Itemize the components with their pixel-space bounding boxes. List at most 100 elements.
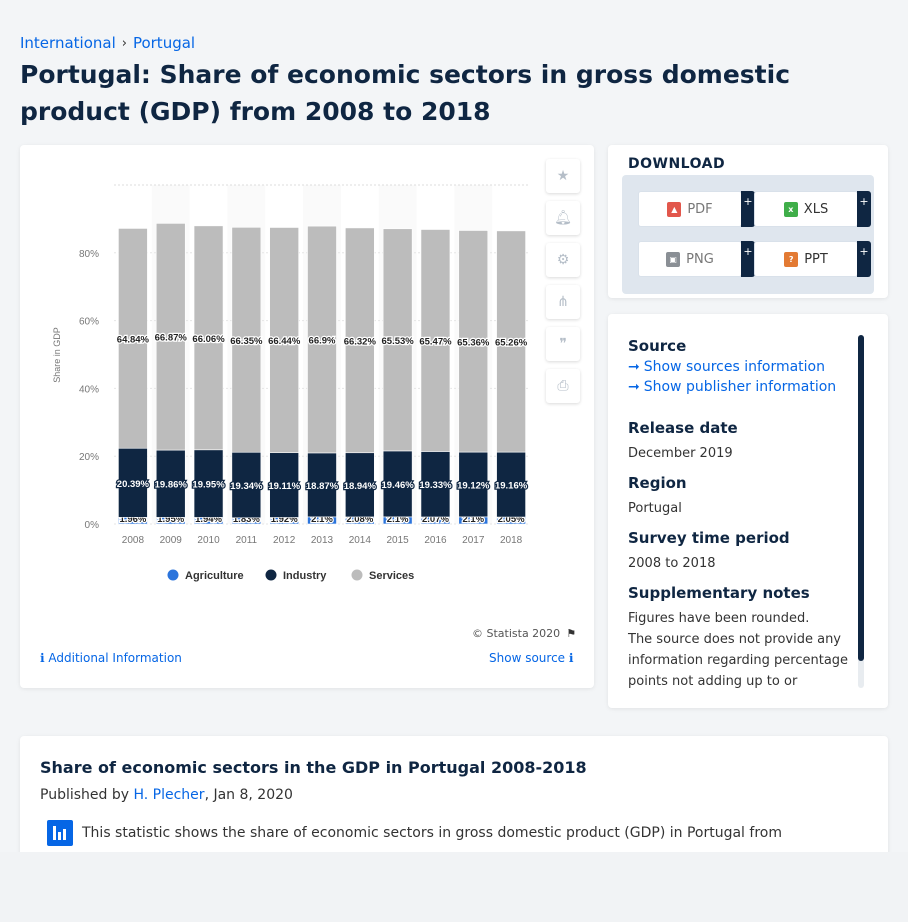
data-label: 64.84% (117, 334, 150, 345)
x-tick-label: 2009 (160, 535, 183, 546)
published-date: , Jan 8, 2020 (204, 787, 293, 803)
published-prefix: Published by (40, 787, 134, 803)
show-publisher-link[interactable]: ➞ Show publisher information (628, 379, 836, 395)
data-label: 66.35% (230, 336, 263, 347)
x-tick-label: 2013 (311, 535, 334, 546)
download-pdf-button[interactable]: ▲ PDF + (638, 191, 755, 227)
bar-industry (420, 451, 451, 518)
data-label: 19.16% (495, 481, 528, 492)
download-xls-button[interactable]: x XLS + (754, 191, 871, 227)
download-ppt-button[interactable]: ? PPT + (754, 241, 871, 277)
chart-toolbar: ★ 🔔︎ ⚙ ⋔ ❞ ⎙ (546, 159, 580, 411)
data-label: 66.44% (268, 336, 301, 347)
data-label: 19.34% (230, 481, 263, 492)
data-label: 66.32% (344, 336, 377, 347)
y-axis-label: Share in GDP (52, 327, 62, 383)
additional-info-link[interactable]: ℹ Additional Information (40, 651, 182, 665)
survey-section: Survey time period 2008 to 2018 (628, 529, 790, 574)
bar-industry (231, 451, 262, 519)
supplementary-section: Supplementary notes Figures have been ro… (628, 584, 853, 692)
y-tick-label: 20% (79, 452, 99, 463)
download-pdf-label: PDF (687, 201, 713, 217)
download-png-button[interactable]: ▣ PNG + (638, 241, 755, 277)
x-tick-label: 2012 (273, 535, 296, 546)
bar-industry (118, 447, 148, 518)
author-link[interactable]: H. Plecher (133, 787, 205, 803)
bar-industry (382, 450, 413, 518)
bar-services (231, 227, 262, 453)
x-tick-label: 2018 (500, 535, 523, 546)
info-scrollbar-thumb[interactable] (858, 335, 864, 661)
bar-services (155, 223, 186, 451)
legend-marker-agriculture (167, 569, 179, 581)
bar-industry (269, 452, 299, 518)
show-source-label: Show source (489, 651, 566, 665)
bar-services (458, 230, 489, 453)
y-tick-label: 40% (79, 384, 99, 395)
bottom-band (0, 852, 908, 922)
ppt-file-icon: ? (784, 251, 799, 267)
plus-icon[interactable]: + (857, 191, 871, 227)
flag-icon[interactable]: ⚑ (566, 627, 577, 640)
data-label: 19.11% (268, 481, 300, 492)
bar-industry (193, 449, 224, 518)
breadcrumb-separator: › (121, 35, 127, 51)
xls-file-icon: x (783, 201, 798, 217)
additional-info-label: Additional Information (48, 651, 182, 665)
copyright-text: © Statista 2020 (472, 627, 561, 640)
data-label: 19.86% (155, 480, 188, 491)
show-sources-link[interactable]: ➞ Show sources information (628, 359, 836, 375)
bar-industry (155, 449, 186, 518)
plus-icon[interactable]: + (741, 241, 755, 277)
download-xls-label: XLS (803, 201, 829, 217)
bar-services (345, 227, 375, 454)
data-label: 65.47% (419, 336, 452, 347)
bar-industry (345, 452, 375, 518)
show-source-link[interactable]: Show source ℹ (489, 651, 573, 665)
bar-services (307, 225, 337, 454)
png-file-icon: ▣ (666, 251, 681, 267)
stacked-bar-chart: 0%20%40%60%80%Share in GDP1.96%20.39%64.… (52, 184, 530, 582)
bell-icon[interactable]: 🔔︎ (546, 201, 580, 235)
legend-label: Agriculture (185, 570, 244, 582)
arrow-right-icon: ➞ (628, 379, 640, 395)
region-heading: Region (628, 474, 687, 492)
region-section: Region Portugal (628, 474, 687, 519)
gear-icon[interactable]: ⚙ (546, 243, 580, 277)
x-tick-label: 2016 (424, 535, 447, 546)
survey-heading: Survey time period (628, 529, 790, 547)
arrow-right-icon: ➞ (628, 359, 640, 375)
y-tick-label: 0% (85, 520, 100, 531)
supplementary-note-1: Figures have been rounded. (628, 611, 810, 626)
release-heading: Release date (628, 419, 738, 437)
chart-copyright: © Statista 2020 ⚑ (472, 627, 576, 640)
source-heading: Source (628, 337, 687, 355)
bar-services (420, 229, 451, 452)
plus-icon[interactable]: + (741, 191, 755, 227)
legend-marker-services (351, 569, 363, 581)
data-label: 19.33% (419, 480, 452, 491)
description-text: This statistic shows the share of econom… (82, 825, 782, 841)
x-tick-label: 2011 (236, 535, 258, 546)
data-label: 19.46% (382, 480, 415, 491)
info-scrollbar[interactable] (858, 335, 864, 688)
data-label: 65.53% (382, 336, 415, 347)
plus-icon[interactable]: + (857, 241, 871, 277)
data-label: 19.12% (457, 480, 490, 491)
download-ppt-label: PPT (804, 251, 828, 267)
share-icon[interactable]: ⋔ (546, 285, 580, 319)
region-value: Portugal (628, 501, 682, 516)
download-card: DOWNLOAD ▲ PDF + x XLS + ▣ PNG + ? PPT + (608, 145, 888, 298)
legend-label: Industry (283, 570, 327, 582)
print-icon[interactable]: ⎙ (546, 369, 580, 403)
statistic-icon (47, 820, 73, 846)
bar-services (269, 227, 299, 454)
breadcrumb-portugal[interactable]: Portugal (132, 34, 196, 52)
star-icon[interactable]: ★ (546, 159, 580, 193)
bar-services (496, 230, 526, 453)
supplementary-heading: Supplementary notes (628, 584, 810, 602)
data-label: 65.26% (495, 337, 528, 348)
quote-icon[interactable]: ❞ (546, 327, 580, 361)
breadcrumb-international[interactable]: International (20, 34, 116, 52)
bar-services (382, 228, 413, 452)
